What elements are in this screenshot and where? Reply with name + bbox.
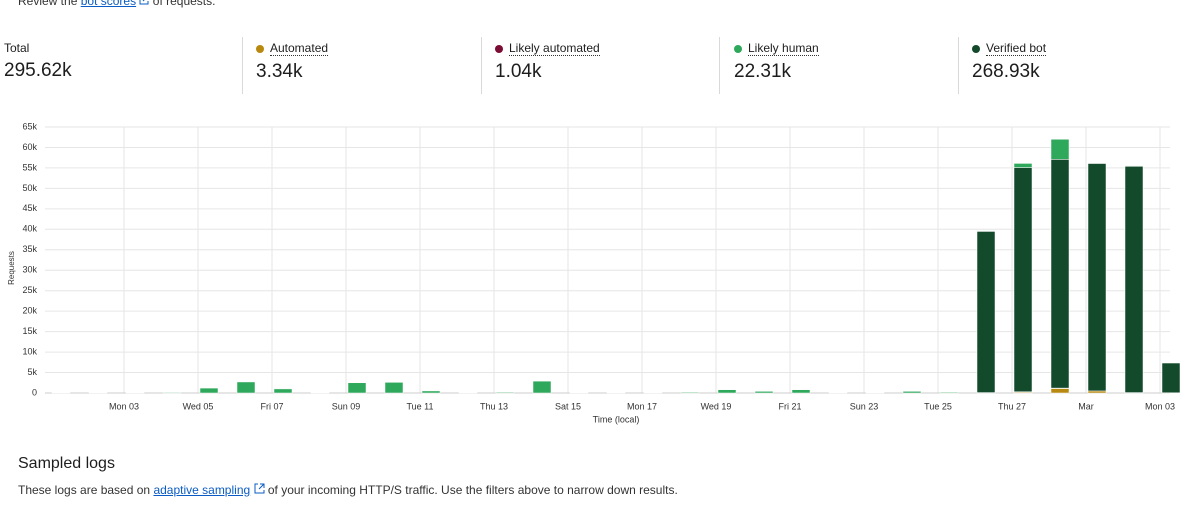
bar-segment — [976, 231, 996, 393]
stat-label: Likely human — [734, 41, 819, 56]
legend-label[interactable]: Likely automated — [509, 41, 600, 56]
bar-segment — [754, 391, 774, 394]
bar-segment — [1050, 159, 1070, 389]
divider — [719, 37, 720, 94]
stat-label: Total — [4, 41, 30, 55]
bar-segment — [1050, 139, 1070, 160]
divider — [958, 37, 959, 94]
section-text: These logs are based on adaptive samplin… — [18, 483, 678, 497]
bar-segment — [791, 389, 811, 394]
stat-label: Automated — [256, 41, 329, 56]
x-tick-label: Thu 13 — [480, 401, 508, 411]
chart: Requests Time (local) 0 5k 10k 15k 20k 25k 30k… — [7, 121, 1181, 424]
external-icon — [139, 0, 149, 5]
legend-dot — [495, 44, 503, 53]
bar-segment — [199, 387, 219, 394]
y-tick-label: 60k — [22, 142, 37, 152]
bar-segment — [1161, 362, 1181, 394]
divider — [242, 37, 243, 94]
bar-segment — [902, 391, 922, 394]
x-tick-label: Wed 05 — [183, 401, 214, 411]
stat: Automated 3.34k — [256, 41, 329, 83]
y-tick-label: 25k — [22, 285, 37, 295]
bar-segment — [939, 391, 959, 394]
stat-value: 3.34k — [256, 61, 303, 82]
x-tick-label: Sun 23 — [850, 401, 879, 411]
stat-value: 1.04k — [495, 61, 542, 82]
stat: Likely human 22.31k — [734, 41, 819, 83]
text: of your incoming HTTP/S traffic. Use the… — [267, 483, 678, 497]
text: These logs are based on — [18, 483, 151, 497]
text: Review the — [18, 0, 78, 8]
bar-segment — [717, 389, 737, 394]
legend-dot — [256, 44, 264, 53]
x-axis-label: Time (local) — [593, 414, 640, 424]
bar-segment — [532, 380, 552, 394]
x-tick-label: Mon 03 — [1145, 401, 1175, 411]
bar-segment — [495, 391, 515, 394]
y-tick-label: 45k — [22, 203, 37, 213]
bar-segment — [1050, 388, 1070, 394]
y-tick-label: 30k — [22, 265, 37, 275]
y-tick-label: 20k — [22, 306, 37, 316]
stat-value: 268.93k — [972, 61, 1040, 82]
y-tick-label: 10k — [22, 346, 37, 356]
x-tick-label: Tue 25 — [924, 401, 952, 411]
x-tick-label: Mar — [1078, 401, 1094, 411]
bar-segment — [1013, 163, 1033, 168]
stat: Likely automated 1.04k — [495, 41, 600, 83]
legend-label[interactable]: Likely human — [748, 41, 819, 56]
link[interactable]: bot scores — [80, 0, 137, 8]
legend-label[interactable]: Automated — [270, 41, 329, 56]
y-tick-label: 65k — [22, 121, 37, 131]
legend-dot — [734, 44, 742, 53]
y-tick-label: 40k — [22, 224, 37, 234]
x-tick-label: Fri 07 — [260, 401, 283, 411]
x-tick-label: Mon 17 — [627, 401, 657, 411]
x-tick-label: Tue 11 — [406, 401, 433, 411]
x-tick-label: Sat 15 — [555, 401, 581, 411]
header-text: Review the bot scores of requests. — [18, 0, 215, 8]
x-tick-label: Mon 03 — [109, 401, 139, 411]
bar-segment — [1013, 167, 1033, 393]
stat-label: Likely automated — [495, 41, 600, 56]
x-tick-label: Thu 27 — [998, 401, 1026, 411]
bar-segment — [421, 390, 441, 394]
x-tick-label: Sun 09 — [332, 401, 361, 411]
stat: Verified bot 268.93k — [972, 41, 1047, 83]
y-tick-label: 5k — [27, 367, 37, 377]
bar-segment — [384, 382, 404, 394]
bar-segment — [236, 381, 256, 394]
bar-segment — [1087, 163, 1107, 392]
bar-segment — [1087, 390, 1107, 394]
section-title: Sampled logs — [18, 455, 115, 472]
link[interactable]: adaptive sampling — [153, 483, 251, 497]
stat-label: Verified bot — [972, 41, 1047, 56]
bar-segment — [1124, 166, 1144, 393]
x-tick-label: Wed 19 — [701, 401, 732, 411]
stat-value: 22.31k — [734, 61, 792, 82]
bar-segment — [162, 392, 182, 394]
divider — [481, 37, 482, 94]
y-tick-label: 55k — [22, 162, 37, 172]
y-tick-label: 15k — [22, 326, 37, 336]
external-icon — [254, 483, 265, 494]
y-tick-label: 0 — [32, 387, 37, 397]
bar-segment — [273, 388, 293, 394]
legend-label[interactable]: Verified bot — [986, 41, 1047, 56]
y-tick-label: 50k — [22, 183, 37, 193]
y-tick-label: 35k — [22, 244, 37, 254]
bar-segment — [680, 391, 700, 394]
text: of requests. — [152, 0, 216, 8]
stat-value: 295.62k — [4, 60, 72, 81]
x-tick-label: Fri 21 — [778, 401, 801, 411]
legend-dot — [972, 44, 980, 53]
y-axis-label: Requests — [7, 251, 16, 285]
stat-total: Total 295.62k — [4, 41, 72, 82]
bar-segment — [347, 382, 367, 394]
